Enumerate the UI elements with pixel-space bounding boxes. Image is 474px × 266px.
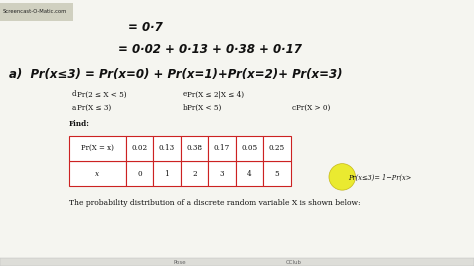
Text: d: d <box>72 90 77 98</box>
Text: 0.38: 0.38 <box>186 144 202 152</box>
FancyBboxPatch shape <box>153 136 181 161</box>
Text: 4: 4 <box>247 169 252 178</box>
Text: The probability distribution of a discrete random variable X is shown below:: The probability distribution of a discre… <box>69 200 360 207</box>
Text: 0.13: 0.13 <box>159 144 175 152</box>
FancyBboxPatch shape <box>69 136 126 161</box>
Bar <box>0 258 474 266</box>
Text: e: e <box>182 90 187 98</box>
Text: Pr(2 ≤ X < 5): Pr(2 ≤ X < 5) <box>77 90 127 98</box>
Text: a: a <box>72 104 76 112</box>
FancyBboxPatch shape <box>126 161 153 186</box>
FancyBboxPatch shape <box>181 136 208 161</box>
Text: 2: 2 <box>192 169 197 178</box>
FancyBboxPatch shape <box>208 136 236 161</box>
FancyBboxPatch shape <box>263 161 291 186</box>
FancyBboxPatch shape <box>69 161 126 186</box>
Text: Pose: Pose <box>174 260 186 264</box>
FancyBboxPatch shape <box>126 136 153 161</box>
Text: CClub: CClub <box>286 260 302 264</box>
Text: 0.17: 0.17 <box>214 144 230 152</box>
FancyBboxPatch shape <box>153 161 181 186</box>
FancyBboxPatch shape <box>236 161 263 186</box>
Text: 0.05: 0.05 <box>241 144 257 152</box>
Ellipse shape <box>329 164 356 190</box>
Text: Pr(X ≤ 2|X ≤ 4): Pr(X ≤ 2|X ≤ 4) <box>187 90 245 98</box>
Text: Find:: Find: <box>69 120 90 128</box>
Text: Pr(X ≤ 3): Pr(X ≤ 3) <box>77 104 111 112</box>
Text: = 0·7: = 0·7 <box>128 22 163 34</box>
Text: 3: 3 <box>219 169 224 178</box>
Text: a)  Pr(x≤3) = Pr(x=0) + Pr(x=1)+Pr(x=2)+ Pr(x=3): a) Pr(x≤3) = Pr(x=0) + Pr(x=1)+Pr(x=2)+ … <box>9 68 343 81</box>
Text: x: x <box>95 169 99 178</box>
Text: 0.02: 0.02 <box>131 144 147 152</box>
FancyBboxPatch shape <box>208 161 236 186</box>
FancyBboxPatch shape <box>181 161 208 186</box>
Text: Pr(X < 5): Pr(X < 5) <box>187 104 222 112</box>
Text: 0: 0 <box>137 169 142 178</box>
Text: Pr(X = x): Pr(X = x) <box>81 144 114 152</box>
Text: Screencast-O-Matic.com: Screencast-O-Matic.com <box>2 10 67 14</box>
Text: c: c <box>292 104 296 112</box>
Text: 5: 5 <box>274 169 279 178</box>
Text: Pr(X > 0): Pr(X > 0) <box>296 104 331 112</box>
Text: Pr(x≤3)= 1−Pr(x>: Pr(x≤3)= 1−Pr(x> <box>348 174 411 182</box>
Text: 1: 1 <box>164 169 169 178</box>
Text: = 0·02 + 0·13 + 0·38 + 0·17: = 0·02 + 0·13 + 0·38 + 0·17 <box>118 43 302 56</box>
Text: 0.25: 0.25 <box>269 144 285 152</box>
FancyBboxPatch shape <box>236 136 263 161</box>
Text: b: b <box>182 104 187 112</box>
FancyBboxPatch shape <box>263 136 291 161</box>
